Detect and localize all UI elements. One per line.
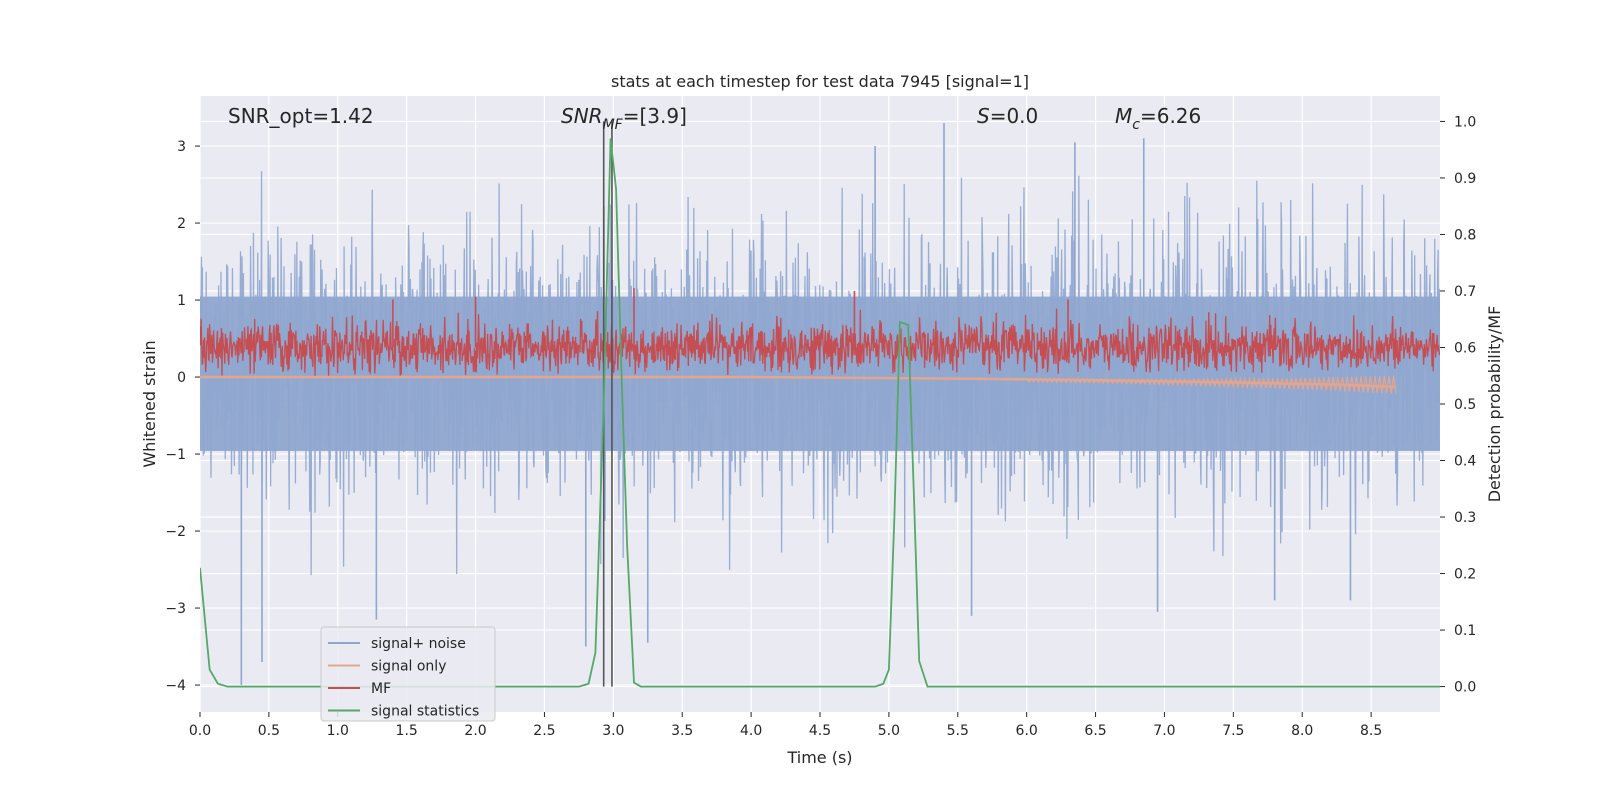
s-value: =0.0	[990, 104, 1039, 128]
chart-title: stats at each timestep for test data 794…	[611, 72, 1029, 91]
y-axis-left: 3 2 1 0 −1 −2 −3 −4	[165, 139, 200, 694]
x-tick-label: 1.5	[396, 723, 418, 739]
annotation-s: S=0.0	[977, 104, 1038, 128]
legend-label: signal only	[371, 659, 446, 675]
series-signal-only-chirp	[1026, 375, 1397, 395]
y2-tick-label: 0.1	[1454, 623, 1476, 639]
x-tick-label: 8.5	[1360, 723, 1382, 739]
x-tick-label: 2.5	[533, 723, 555, 739]
legend-box	[320, 626, 496, 722]
legend-label: MF	[371, 681, 391, 697]
series-layer	[200, 121, 1440, 688]
y2-tick-label: 0.2	[1454, 567, 1476, 583]
y2-tick-label: 0.9	[1454, 171, 1476, 187]
y2-tick-label: 0.6	[1454, 340, 1476, 356]
y-tick-label: −3	[165, 601, 186, 617]
y-tick-label: −2	[165, 524, 186, 540]
series-signal-noise-core	[200, 296, 1440, 451]
x-tick-label: 5.0	[878, 723, 900, 739]
x-axis-label: Time (s)	[786, 748, 852, 767]
y-tick-label: 1	[177, 293, 186, 309]
s-main: S	[977, 104, 990, 128]
y-axis-right: 1.0 0.9 0.8 0.7 0.6 0.5 0.4 0.3 0.2 0.1 0.0	[1440, 114, 1476, 696]
annotation-mc: Mc=6.26	[1115, 104, 1201, 133]
x-tick-label: 6.5	[1084, 723, 1106, 739]
snr-mf-main: SNR	[561, 104, 603, 128]
x-tick-label: 7.5	[1222, 723, 1244, 739]
x-tick-label: 6.0	[1016, 723, 1038, 739]
y-tick-label: 3	[177, 139, 186, 155]
x-tick-label: 0.5	[258, 723, 280, 739]
x-tick-label: 3.5	[671, 723, 693, 739]
series-mf	[200, 308, 1440, 376]
y2-tick-label: 1.0	[1454, 114, 1476, 130]
x-tick-label: 4.5	[809, 723, 831, 739]
y2-tick-label: 0.0	[1454, 680, 1476, 696]
x-axis: 0.0 0.5 1.0 1.5 2.0 2.5 3.0 3.5 4.0 4.5 5.0 5.5 6.0 6…	[189, 712, 1382, 739]
x-tick-label: 2.0	[464, 723, 486, 739]
legend-label: signal+ noise	[371, 636, 466, 652]
y-tick-label: −1	[165, 447, 186, 463]
y-tick-label: −4	[165, 678, 186, 694]
mc-sub: c	[1132, 117, 1140, 133]
mc-value: =6.26	[1140, 104, 1201, 128]
annotation-snr-mf: SNRMF=[3.9]	[561, 104, 687, 133]
y-tick-label: 2	[177, 216, 186, 232]
y2-tick-label: 0.7	[1454, 284, 1476, 300]
x-tick-label: 7.0	[1153, 723, 1175, 739]
legend: signal+ noise signal only MF signal statist…	[320, 626, 496, 722]
snr-mf-sub: MF	[603, 117, 624, 133]
y-axis-label: Whitened strain	[140, 340, 159, 467]
x-tick-label: 0.0	[189, 723, 211, 739]
y-tick-label: 0	[177, 370, 186, 386]
annotation-snr-opt: SNR_opt=1.42	[228, 104, 374, 128]
x-tick-label: 8.0	[1291, 723, 1313, 739]
snr-mf-value: =[3.9]	[623, 104, 687, 128]
y2-axis-label: Detection probability/MF	[1485, 306, 1504, 503]
x-tick-label: 1.0	[327, 723, 349, 739]
y2-tick-label: 0.3	[1454, 510, 1476, 526]
y2-tick-label: 0.4	[1454, 454, 1476, 470]
x-tick-label: 3.0	[602, 723, 624, 739]
legend-label: signal statistics	[371, 704, 479, 720]
x-tick-label: 5.5	[947, 723, 969, 739]
x-tick-label: 4.0	[740, 723, 762, 739]
y2-tick-label: 0.5	[1454, 397, 1476, 413]
mc-main: M	[1115, 104, 1132, 128]
y2-tick-label: 0.8	[1454, 227, 1476, 243]
